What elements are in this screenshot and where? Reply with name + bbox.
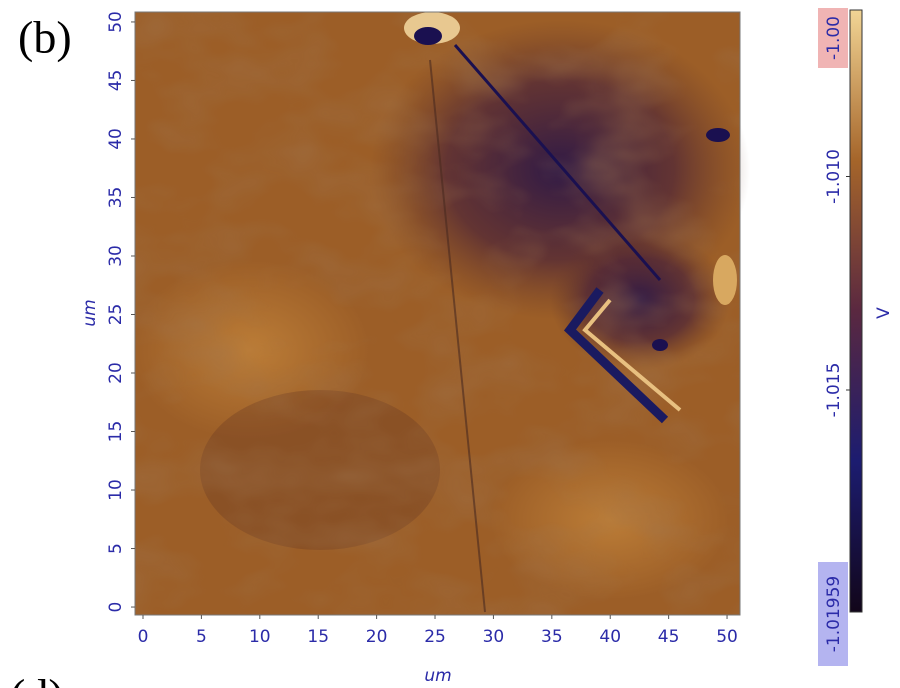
x-tick-label: 20	[366, 627, 388, 647]
x-tick-label: 0	[138, 627, 149, 647]
y-tick-label: 45	[106, 70, 126, 92]
panel-label: (b)	[18, 12, 72, 63]
x-tick-label: 40	[599, 627, 621, 647]
y-tick-label: 10	[106, 479, 126, 501]
y-tick-label: 35	[106, 187, 126, 209]
x-tick-label: 50	[716, 627, 738, 647]
next-panel-label: (d)	[10, 670, 64, 688]
colorbar-max-label: -1.00	[824, 16, 844, 60]
y-tick-label: 15	[106, 421, 126, 443]
colorbar-tick-label: -1.015	[824, 363, 844, 418]
colorbar-tick-label: -1.010	[824, 149, 844, 204]
colorbar	[849, 9, 863, 613]
x-axis-label: um	[424, 666, 451, 686]
colorbar-min-label: -1.01959	[824, 576, 844, 652]
y-tick-label: 50	[106, 11, 126, 33]
afm-image	[130, 12, 750, 615]
y-tick-label: 30	[106, 245, 126, 267]
y-tick-label: 5	[106, 543, 126, 554]
x-tick-label: 45	[658, 627, 680, 647]
y-tick-label: 40	[106, 128, 126, 150]
x-tick-label: 5	[196, 627, 207, 647]
y-tick-label: 25	[106, 304, 126, 326]
x-tick-label: 10	[249, 627, 271, 647]
plot-frame	[134, 11, 741, 616]
colorbar-max-box	[818, 8, 848, 68]
colorbar-min-box	[818, 562, 848, 666]
x-tick-label: 35	[541, 627, 563, 647]
x-tick-label: 25	[424, 627, 446, 647]
colorbar-label: V	[874, 307, 894, 319]
x-tick-label: 15	[307, 627, 329, 647]
y-tick-label: 0	[106, 602, 126, 613]
y-axis-label: um	[80, 299, 100, 326]
y-tick-label: 20	[106, 362, 126, 384]
x-tick-label: 30	[483, 627, 505, 647]
